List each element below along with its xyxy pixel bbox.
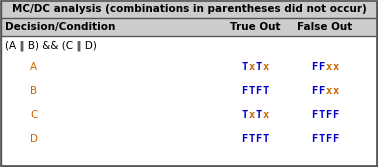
Text: F: F [242,86,248,96]
Text: x: x [332,62,339,72]
Text: x: x [248,110,255,120]
Text: F: F [256,86,262,96]
Text: x: x [262,62,269,72]
Text: F: F [311,62,318,72]
Bar [1,0,377,18]
Text: F: F [311,110,318,120]
Text: D: D [30,134,38,144]
Text: MC/DC analysis (combinations in parentheses did not occur): MC/DC analysis (combinations in parenthe… [12,4,366,14]
Text: x: x [248,62,255,72]
Text: F: F [242,134,248,144]
Text: F: F [318,86,325,96]
Text: x: x [325,62,332,72]
Text: F: F [256,134,262,144]
Text: T: T [242,62,248,72]
Text: B: B [30,86,37,96]
Text: T: T [256,62,262,72]
Text: Decision/Condition: Decision/Condition [5,22,115,32]
Text: x: x [262,110,269,120]
Text: x: x [332,86,339,96]
Text: x: x [325,86,332,96]
Text: F: F [325,134,332,144]
Text: F: F [311,86,318,96]
Text: (A ‖ B) && (C ‖ D): (A ‖ B) && (C ‖ D) [5,40,97,51]
Text: False Out: False Out [297,22,353,32]
Bar [1,18,377,36]
Text: T: T [262,86,269,96]
Text: F: F [325,110,332,120]
Text: T: T [256,110,262,120]
Text: A: A [30,62,37,72]
Text: F: F [318,62,325,72]
Text: F: F [332,110,339,120]
Text: F: F [332,134,339,144]
Text: T: T [242,110,248,120]
Text: T: T [318,110,325,120]
Text: T: T [248,134,255,144]
Text: F: F [311,134,318,144]
Text: T: T [262,134,269,144]
Text: True Out: True Out [230,22,280,32]
Text: T: T [248,86,255,96]
Text: C: C [30,110,37,120]
Text: T: T [318,134,325,144]
